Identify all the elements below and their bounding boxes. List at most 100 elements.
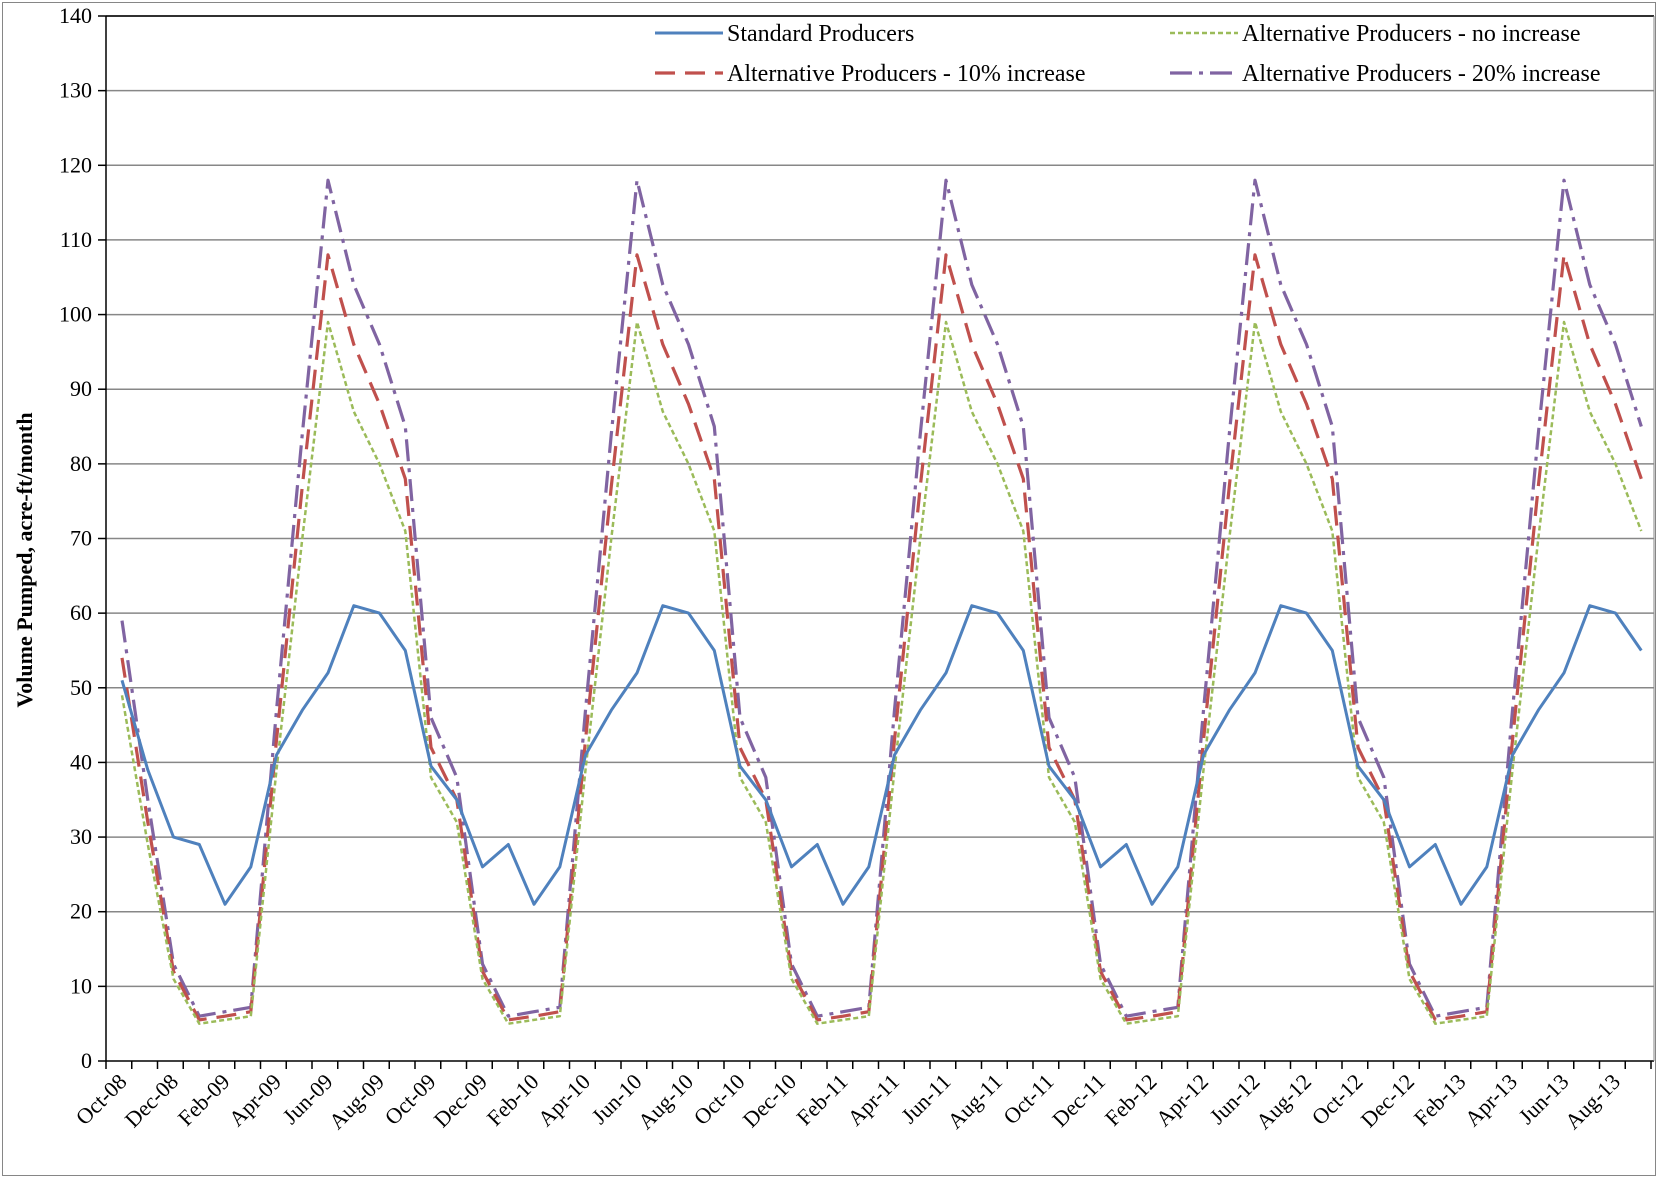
data-point — [945, 179, 948, 182]
x-tick-label: Apr-10 — [533, 1069, 595, 1131]
data-point — [687, 462, 690, 465]
legend-label: Alternative Producers - 10% increase — [727, 61, 1086, 87]
data-point — [172, 836, 175, 839]
data-point — [1460, 1015, 1463, 1018]
legend-item: Standard Producers — [655, 21, 914, 47]
y-tick-label: 120 — [59, 152, 92, 177]
data-point — [301, 709, 304, 712]
data-point — [121, 656, 124, 659]
data-point — [1537, 433, 1540, 436]
data-point — [1382, 776, 1385, 779]
series-1 — [120, 320, 1643, 1025]
x-tick-label: Apr-11 — [842, 1069, 904, 1131]
legend-item: Alternative Producers - 10% increase — [655, 61, 1086, 87]
data-point — [919, 485, 922, 488]
data-point — [275, 709, 278, 712]
data-point — [224, 1015, 227, 1018]
data-point — [661, 410, 664, 413]
data-point — [507, 1022, 510, 1025]
series-line — [120, 253, 1643, 1022]
data-point — [1022, 649, 1025, 652]
data-point — [146, 843, 149, 846]
data-point — [842, 1010, 845, 1013]
data-point — [764, 776, 767, 779]
data-point — [1563, 253, 1566, 256]
y-tick-label: 40 — [70, 749, 92, 774]
data-point — [1614, 612, 1617, 615]
y-tick-label: 30 — [70, 824, 92, 849]
data-point — [816, 843, 819, 846]
data-point — [301, 485, 304, 488]
data-point — [764, 798, 767, 801]
x-tick-label: Aug-10 — [633, 1069, 698, 1134]
data-point — [1511, 709, 1514, 712]
y-axis: 0 10 20 30 40 50 60 70 80 90 100 110 120 130 140 — [59, 3, 106, 1073]
data-point — [1357, 716, 1360, 719]
data-point — [1357, 746, 1360, 749]
data-point — [1202, 739, 1205, 742]
y-tick-label: 80 — [70, 451, 92, 476]
data-point — [816, 1022, 819, 1025]
y-tick-label: 10 — [70, 973, 92, 998]
data-point — [352, 343, 355, 346]
data-point — [1614, 343, 1617, 346]
data-point — [1331, 649, 1334, 652]
data-point — [1048, 746, 1051, 749]
x-tick-label: Aug-11 — [942, 1069, 1007, 1134]
data-point — [301, 537, 304, 540]
data-point — [121, 679, 124, 682]
data-point — [146, 821, 149, 824]
data-point — [378, 612, 381, 615]
data-point — [1022, 530, 1025, 533]
data-point — [610, 433, 613, 436]
data-point — [352, 410, 355, 413]
data-point — [790, 977, 793, 980]
data-point — [842, 903, 845, 906]
data-point — [1254, 253, 1257, 256]
data-point — [1125, 843, 1128, 846]
data-point — [893, 768, 896, 771]
data-point — [1176, 1015, 1179, 1018]
data-point — [1588, 604, 1591, 607]
y-tick-label: 50 — [70, 675, 92, 700]
x-tick-label: Oct-11 — [998, 1069, 1058, 1129]
data-point — [687, 403, 690, 406]
data-point — [1228, 709, 1231, 712]
data-point — [1511, 753, 1514, 756]
data-point — [636, 671, 639, 674]
data-point — [739, 776, 742, 779]
data-point — [533, 1018, 536, 1021]
x-tick-label: Feb-09 — [173, 1069, 235, 1131]
data-point — [1434, 1022, 1437, 1025]
data-point — [610, 537, 613, 540]
data-point — [1202, 768, 1205, 771]
data-point — [1099, 865, 1102, 868]
y-axis-title: Volume Pumped, acre-ft/month — [12, 412, 37, 707]
data-point — [249, 1015, 252, 1018]
data-point — [1614, 403, 1617, 406]
data-point — [481, 865, 484, 868]
data-point — [1073, 821, 1076, 824]
data-point — [1331, 477, 1334, 480]
data-point — [558, 1015, 561, 1018]
data-point — [996, 462, 999, 465]
series-0 — [120, 604, 1643, 906]
data-point — [687, 343, 690, 346]
data-point — [1202, 709, 1205, 712]
data-point — [687, 612, 690, 615]
y-tick-label: 130 — [59, 78, 92, 103]
y-tick-label: 140 — [59, 3, 92, 28]
data-point — [533, 903, 536, 906]
data-point — [1485, 865, 1488, 868]
y-tick-label: 60 — [70, 600, 92, 625]
data-point — [198, 1022, 201, 1025]
data-point — [945, 671, 948, 674]
data-point — [378, 343, 381, 346]
x-tick-label: Apr-12 — [1151, 1069, 1213, 1131]
data-point — [455, 776, 458, 779]
data-point — [1588, 283, 1591, 286]
y-tick-label: 0 — [81, 1048, 92, 1073]
data-point — [1588, 343, 1591, 346]
data-point — [327, 321, 330, 324]
y-tick-label: 100 — [59, 302, 92, 327]
